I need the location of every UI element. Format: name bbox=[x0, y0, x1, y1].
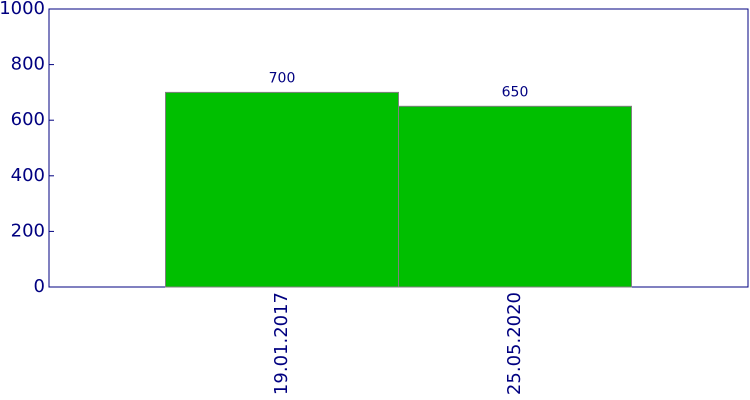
x-tick-label: 19.01.2017 bbox=[271, 292, 292, 395]
data-label: 650 bbox=[502, 84, 529, 100]
y-tick-label: 1000 bbox=[0, 0, 45, 19]
data-label: 700 bbox=[269, 70, 296, 86]
x-tick-label: 25.05.2020 bbox=[504, 292, 525, 395]
bar bbox=[398, 105, 632, 288]
y-tick-label: 800 bbox=[11, 54, 45, 75]
y-tick-label: 200 bbox=[11, 220, 45, 241]
y-tick-label: 0 bbox=[34, 276, 45, 297]
y-tick-label: 600 bbox=[11, 109, 45, 130]
y-tick-label: 400 bbox=[11, 165, 45, 186]
bar bbox=[165, 91, 399, 288]
